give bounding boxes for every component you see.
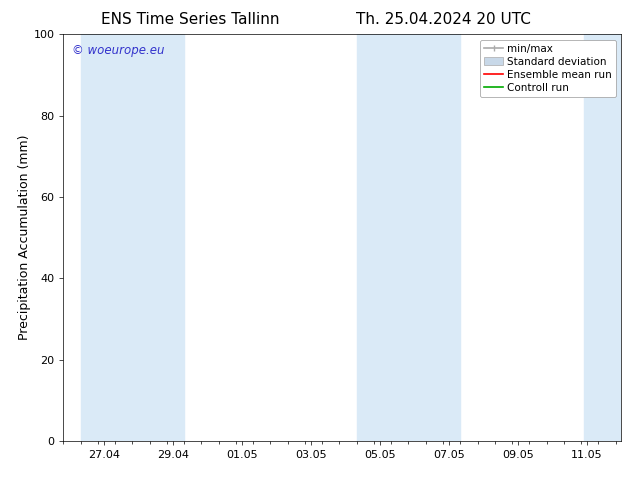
Bar	[357, 34, 460, 441]
Y-axis label: Precipitation Accumulation (mm): Precipitation Accumulation (mm)	[18, 135, 30, 341]
Text: ENS Time Series Tallinn: ENS Time Series Tallinn	[101, 12, 280, 27]
Text: Th. 25.04.2024 20 UTC: Th. 25.04.2024 20 UTC	[356, 12, 531, 27]
Legend: min/max, Standard deviation, Ensemble mean run, Controll run: min/max, Standard deviation, Ensemble me…	[480, 40, 616, 97]
Text: © woeurope.eu: © woeurope.eu	[72, 45, 164, 57]
Bar	[585, 34, 623, 441]
Bar	[81, 34, 184, 441]
